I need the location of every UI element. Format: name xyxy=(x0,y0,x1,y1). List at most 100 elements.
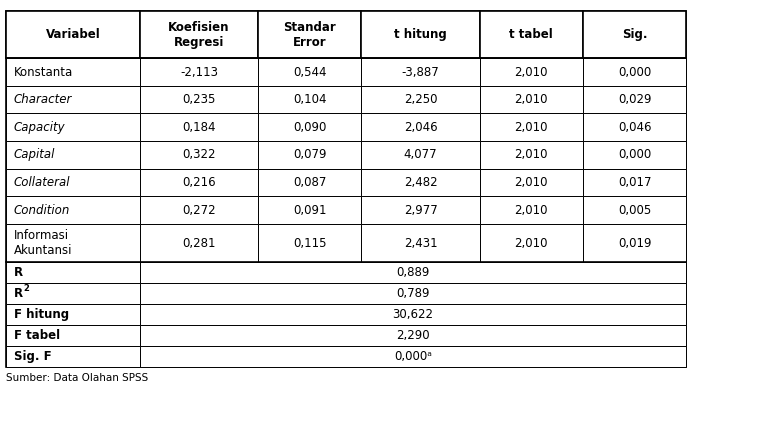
Text: 2,046: 2,046 xyxy=(403,121,438,134)
Text: F tabel: F tabel xyxy=(14,329,60,343)
Text: 2,010: 2,010 xyxy=(515,66,548,78)
Text: Sig.: Sig. xyxy=(622,28,647,41)
Text: 2,010: 2,010 xyxy=(515,148,548,161)
Text: 0,281: 0,281 xyxy=(183,237,215,250)
Bar xyxy=(361,11,480,58)
Bar xyxy=(361,169,480,196)
Text: 0,115: 0,115 xyxy=(293,237,326,250)
Text: -2,113: -2,113 xyxy=(180,66,218,78)
Bar xyxy=(583,58,686,86)
Bar xyxy=(6,283,140,304)
Text: F hitung: F hitung xyxy=(14,308,69,321)
Bar xyxy=(361,224,480,262)
Text: 0,216: 0,216 xyxy=(182,176,216,189)
Bar xyxy=(6,86,140,113)
Bar xyxy=(6,325,140,346)
Bar xyxy=(6,58,140,86)
Bar xyxy=(140,113,258,141)
Text: 2,010: 2,010 xyxy=(515,204,548,216)
Bar xyxy=(140,11,258,58)
Bar xyxy=(258,224,361,262)
Text: 2,250: 2,250 xyxy=(404,93,437,106)
Text: 0,019: 0,019 xyxy=(618,237,651,250)
Bar xyxy=(583,11,686,58)
Text: 0,000ᵃ: 0,000ᵃ xyxy=(394,350,432,364)
Text: 30,622: 30,622 xyxy=(393,308,433,321)
Text: 0,017: 0,017 xyxy=(618,176,651,189)
Text: 0,544: 0,544 xyxy=(293,66,326,78)
Bar xyxy=(6,11,686,367)
Text: 0,272: 0,272 xyxy=(182,204,216,216)
Text: -3,887: -3,887 xyxy=(402,66,439,78)
Text: Variabel: Variabel xyxy=(46,28,100,41)
Bar xyxy=(258,196,361,224)
Bar xyxy=(140,58,258,86)
Text: 0,235: 0,235 xyxy=(183,93,215,106)
Bar xyxy=(6,262,140,283)
Bar xyxy=(6,113,140,141)
Bar xyxy=(258,11,361,58)
Bar xyxy=(480,113,583,141)
Text: 2,010: 2,010 xyxy=(515,237,548,250)
Text: 2,010: 2,010 xyxy=(515,121,548,134)
Bar xyxy=(583,113,686,141)
Text: Capacity: Capacity xyxy=(14,121,66,134)
Bar xyxy=(583,86,686,113)
Text: Konstanta: Konstanta xyxy=(14,66,73,78)
Bar xyxy=(140,346,686,367)
Bar xyxy=(361,196,480,224)
Text: Condition: Condition xyxy=(14,204,70,216)
Text: 0,000: 0,000 xyxy=(618,66,651,78)
Bar xyxy=(6,304,140,325)
Text: 0,029: 0,029 xyxy=(618,93,651,106)
Bar xyxy=(140,141,258,169)
Bar xyxy=(583,169,686,196)
Text: 0,322: 0,322 xyxy=(183,148,215,161)
Text: Sig. F: Sig. F xyxy=(14,350,51,364)
Text: R: R xyxy=(14,266,23,279)
Text: 0,091: 0,091 xyxy=(293,204,326,216)
Bar xyxy=(361,141,480,169)
Bar xyxy=(361,58,480,86)
Bar xyxy=(480,86,583,113)
Text: 2,010: 2,010 xyxy=(515,176,548,189)
Text: 2,010: 2,010 xyxy=(515,93,548,106)
Bar xyxy=(480,58,583,86)
Text: Character: Character xyxy=(14,93,72,106)
Text: 0,090: 0,090 xyxy=(293,121,326,134)
Text: 2,482: 2,482 xyxy=(403,176,438,189)
Text: Collateral: Collateral xyxy=(14,176,70,189)
Bar xyxy=(6,11,140,58)
Bar xyxy=(140,86,258,113)
Bar xyxy=(361,86,480,113)
Bar xyxy=(6,346,140,367)
Text: 4,077: 4,077 xyxy=(403,148,438,161)
Text: t tabel: t tabel xyxy=(510,28,553,41)
Text: 0,184: 0,184 xyxy=(183,121,215,134)
Bar xyxy=(480,196,583,224)
Bar xyxy=(258,141,361,169)
Bar xyxy=(140,304,686,325)
Text: Informasi
Akuntansi: Informasi Akuntansi xyxy=(14,229,73,257)
Bar xyxy=(583,141,686,169)
Bar xyxy=(258,58,361,86)
Text: Standar
Error: Standar Error xyxy=(283,21,336,49)
Bar xyxy=(140,196,258,224)
Text: Koefisien
Regresi: Koefisien Regresi xyxy=(168,21,230,49)
Bar xyxy=(480,224,583,262)
Text: 0,087: 0,087 xyxy=(293,176,326,189)
Text: 2,431: 2,431 xyxy=(403,237,438,250)
Text: Sumber: Data Olahan SPSS: Sumber: Data Olahan SPSS xyxy=(6,373,148,383)
Bar xyxy=(6,141,140,169)
Bar xyxy=(258,86,361,113)
Text: 2: 2 xyxy=(23,284,29,293)
Text: 0,000: 0,000 xyxy=(618,148,651,161)
Text: 2,290: 2,290 xyxy=(396,329,430,343)
Bar xyxy=(6,196,140,224)
Text: 2,977: 2,977 xyxy=(403,204,438,216)
Text: 0,079: 0,079 xyxy=(293,148,326,161)
Text: 0,889: 0,889 xyxy=(397,266,429,279)
Text: 0,046: 0,046 xyxy=(618,121,651,134)
Bar xyxy=(480,169,583,196)
Bar xyxy=(583,224,686,262)
